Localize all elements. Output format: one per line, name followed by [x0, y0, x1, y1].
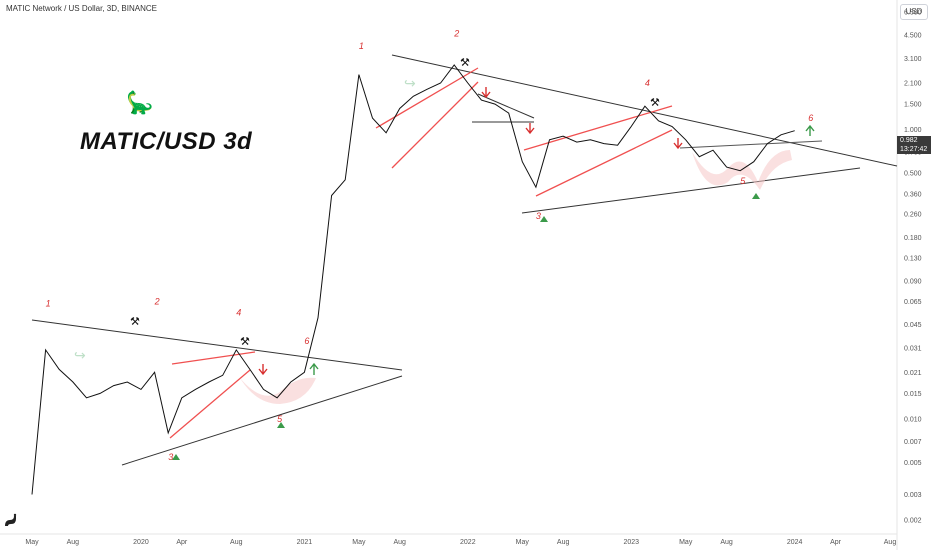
wave-label: 1 [359, 41, 364, 51]
price-series-line [31, 64, 795, 495]
wave-label: 6 [808, 113, 813, 123]
y-tick-label: 0.010 [904, 416, 922, 423]
wave-label: 6 [304, 336, 309, 346]
arrow-down-icon [481, 87, 491, 99]
trendline-upper-1 [31, 319, 403, 371]
flag-line-2022 [477, 93, 535, 119]
y-tick-label: 2.100 [904, 80, 922, 87]
x-tick-label: Aug [67, 539, 80, 546]
x-tick-label: Aug [230, 539, 243, 546]
trendline-lower-2 [521, 167, 861, 214]
wave-label: 3 [168, 452, 173, 462]
y-tick-label: 1.000 [904, 127, 922, 134]
wave-label: 4 [645, 78, 650, 88]
last-price-label: 0.982 13:27:42 [897, 136, 931, 154]
wave-label: 3 [536, 211, 541, 221]
y-tick-label: 0.500 [904, 171, 922, 178]
y-tick-label: 3.100 [904, 56, 922, 63]
hammer-icon: ⚒ [130, 316, 140, 328]
trendline-upper-2 [391, 54, 898, 167]
y-axis: 6.5004.5003.1002.1001.5001.0000.7000.500… [904, 10, 922, 525]
y-tick-label: 1.500 [904, 102, 922, 109]
y-tick-label: 6.500 [904, 10, 922, 17]
curved-arrow-icon: ↪ [74, 347, 86, 363]
wedge-line-3 [375, 67, 479, 129]
arrow-down-icon [258, 364, 268, 376]
up-triangle-icon [172, 454, 180, 460]
last-price: 0.982 [900, 137, 918, 144]
bar-countdown: 13:27:42 [900, 146, 928, 153]
x-tick-label: 2021 [297, 539, 313, 546]
currency-selector[interactable]: USD [900, 4, 928, 20]
tradingview-logo-icon [5, 513, 17, 526]
y-tick-label: 0.260 [904, 212, 922, 219]
x-tick-label: May [25, 539, 39, 546]
wedge-line-6 [535, 129, 673, 197]
wedge-line-5 [523, 105, 673, 151]
arrow-up-icon [805, 124, 815, 136]
x-tick-label: Apr [830, 539, 842, 546]
y-tick-label: 0.130 [904, 255, 922, 262]
chart-symbol-title: MATIC Network / US Dollar, 3D, BINANCE [6, 4, 157, 13]
x-tick-label: Aug [393, 539, 406, 546]
y-tick-label: 0.005 [904, 460, 922, 467]
wave-label: 2 [453, 29, 459, 39]
wave-label: 4 [236, 307, 241, 317]
y-tick-label: 0.090 [904, 278, 922, 285]
x-tick-label: May [516, 539, 530, 546]
y-tick-label: 0.002 [904, 518, 922, 525]
y-tick-label: 0.015 [904, 391, 922, 398]
x-tick-label: 2023 [623, 539, 639, 546]
x-tick-label: 2020 [133, 539, 149, 546]
y-tick-label: 0.180 [904, 235, 922, 242]
y-tick-label: 4.500 [904, 33, 922, 40]
y-tick-label: 0.065 [904, 299, 922, 306]
x-tick-label: Apr [176, 539, 188, 546]
hammer-icon: ⚒ [650, 97, 660, 109]
wedge-line-2 [171, 351, 256, 365]
hammer-icon: ⚒ [240, 336, 250, 348]
neckline-2023 [679, 140, 823, 149]
y-tick-label: 0.360 [904, 191, 922, 198]
wave-label: 1 [46, 298, 51, 308]
y-tick-label: 0.003 [904, 492, 922, 499]
highlight-2020 [240, 377, 316, 404]
x-tick-label: May [679, 539, 693, 546]
y-tick-label: 0.021 [904, 370, 922, 377]
trendline-lower-1 [121, 375, 403, 466]
y-tick-label: 0.007 [904, 439, 922, 446]
chart-title: MATIC/USD 3d [80, 128, 253, 155]
x-tick-label: Aug [720, 539, 733, 546]
x-tick-label: May [352, 539, 366, 546]
x-axis: May Aug 2020 Apr Aug 2021 May Aug 2022 May Aug 2023… [25, 539, 896, 546]
hammer-icon: ⚒ [460, 57, 470, 69]
y-tick-label: 0.031 [904, 345, 922, 352]
wave-labels: 1 2 3 4 5 6 1 2 3 4 5 6 [46, 29, 814, 462]
up-triangle-icon [752, 193, 760, 199]
arrow-down-icon [525, 123, 535, 135]
wave-label: 5 [740, 176, 746, 186]
curved-arrow-icon: ↪ [404, 75, 416, 91]
arrow-down-icon [673, 138, 683, 150]
wedge-line-1 [169, 369, 251, 439]
x-tick-label: 2024 [787, 539, 803, 546]
wave-label: 5 [277, 414, 283, 424]
wedge-line-4 [391, 81, 479, 169]
up-triangle-icon [540, 216, 548, 222]
x-tick-label: Aug [884, 539, 897, 546]
dinosaur-icon: 🦕 [126, 90, 154, 115]
wave-label: 2 [154, 296, 160, 306]
up-triangle-icon [277, 422, 285, 428]
arrow-up-icon [309, 362, 319, 375]
x-tick-label: 2022 [460, 539, 476, 546]
y-tick-label: 0.045 [904, 322, 922, 329]
x-tick-label: Aug [557, 539, 570, 546]
